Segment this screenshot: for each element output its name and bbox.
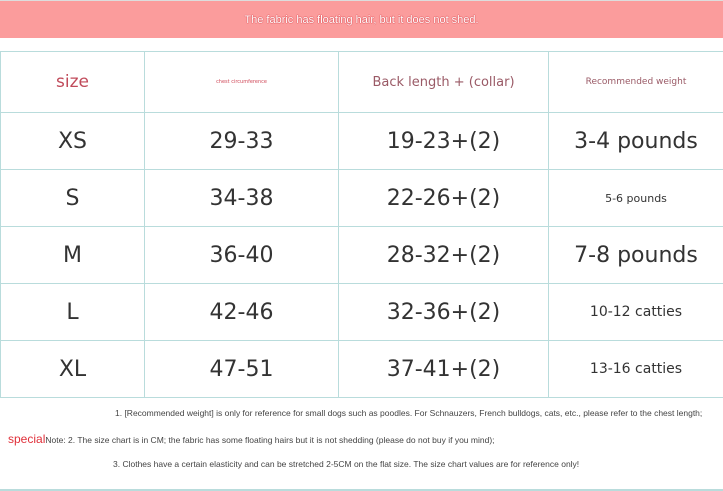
header-back-length: Back length + (collar) <box>338 51 549 113</box>
note-2: Note: 2. The size chart is in CM; the fa… <box>45 435 495 445</box>
cell-size: L <box>0 283 145 341</box>
cell-chest: 34-38 <box>144 169 339 227</box>
cell-chest: 42-46 <box>144 283 339 341</box>
banner-text: The fabric has floating hair, but it doe… <box>244 13 479 26</box>
table-row: XS 29-33 19-23+(2) 3-4 pounds <box>0 112 723 170</box>
cell-size: M <box>0 226 145 284</box>
cell-chest: 47-51 <box>144 340 339 398</box>
cell-back: 28-32+(2) <box>338 226 549 284</box>
table-row: M 36-40 28-32+(2) 7-8 pounds <box>0 226 723 284</box>
cell-back: 32-36+(2) <box>338 283 549 341</box>
cell-weight: 5-6 pounds <box>548 169 723 227</box>
header-row: size chest circumference Back length + (… <box>0 51 723 113</box>
header-chest: chest circumference <box>144 51 339 113</box>
header-size: size <box>0 51 145 113</box>
cell-back: 22-26+(2) <box>338 169 549 227</box>
top-banner: The fabric has floating hair, but it doe… <box>0 0 723 38</box>
table-row: L 42-46 32-36+(2) 10-12 catties <box>0 283 723 341</box>
header-weight: Recommended weight <box>548 51 723 113</box>
cell-weight: 7-8 pounds <box>548 226 723 284</box>
notes-section: 1. [Recommended weight] is only for refe… <box>0 386 723 491</box>
note-1: 1. [Recommended weight] is only for refe… <box>115 408 703 418</box>
cell-chest: 36-40 <box>144 226 339 284</box>
cell-size: XL <box>0 340 145 398</box>
note-3: 3. Clothes have a certain elasticity and… <box>113 459 580 469</box>
cell-back: 37-41+(2) <box>338 340 549 398</box>
cell-weight: 13-16 catties <box>548 340 723 398</box>
cell-weight: 3-4 pounds <box>548 112 723 170</box>
cell-weight: 10-12 catties <box>548 283 723 341</box>
cell-chest: 29-33 <box>144 112 339 170</box>
table-row: XL 47-51 37-41+(2) 13-16 catties <box>0 340 723 398</box>
cell-back: 19-23+(2) <box>338 112 549 170</box>
cell-size: XS <box>0 112 145 170</box>
size-chart-table: size chest circumference Back length + (… <box>0 51 723 398</box>
special-label: special <box>8 432 46 446</box>
table-row: S 34-38 22-26+(2) 5-6 pounds <box>0 169 723 227</box>
cell-size: S <box>0 169 145 227</box>
